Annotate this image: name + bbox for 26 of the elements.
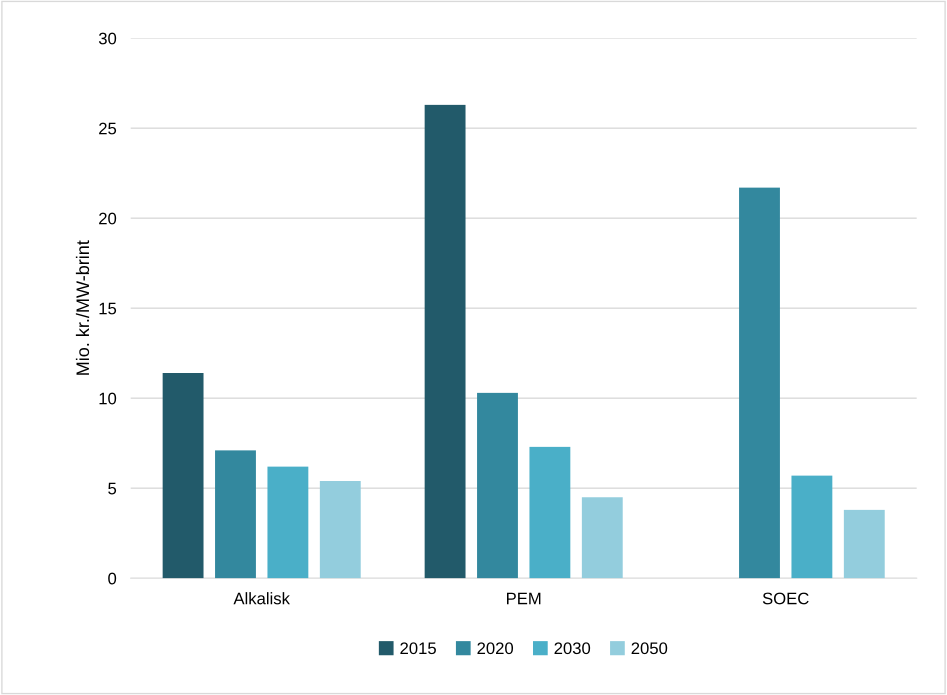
bar	[529, 446, 570, 578]
legend-label: 2050	[632, 642, 668, 654]
legend-label: 2030	[554, 642, 590, 654]
bar	[791, 476, 832, 578]
bar	[739, 188, 780, 578]
y-tick-label: 20	[99, 212, 116, 224]
bar	[844, 510, 885, 578]
x-tick-label: SOEC	[762, 592, 809, 604]
legend-label: 2020	[477, 642, 514, 654]
bar	[215, 450, 256, 578]
bar	[320, 481, 361, 578]
legend-label: 2015	[400, 642, 436, 654]
y-tick-label: 5	[108, 482, 116, 494]
bar	[582, 497, 623, 578]
bar	[477, 392, 518, 578]
y-tick-label: 15	[100, 302, 116, 314]
bar	[267, 466, 308, 578]
y-tick-label: 30	[98, 32, 116, 44]
y-tick-label: 10	[100, 392, 116, 404]
bar	[424, 104, 466, 578]
x-tick-label: Alkalisk	[233, 592, 290, 604]
y-axis-title: Mio. kr./MW-brint	[76, 240, 90, 375]
bar	[162, 373, 204, 578]
y-tick-label: 0	[108, 572, 116, 584]
y-tick-label: 25	[99, 122, 116, 134]
x-tick-label: PEM	[507, 592, 540, 604]
